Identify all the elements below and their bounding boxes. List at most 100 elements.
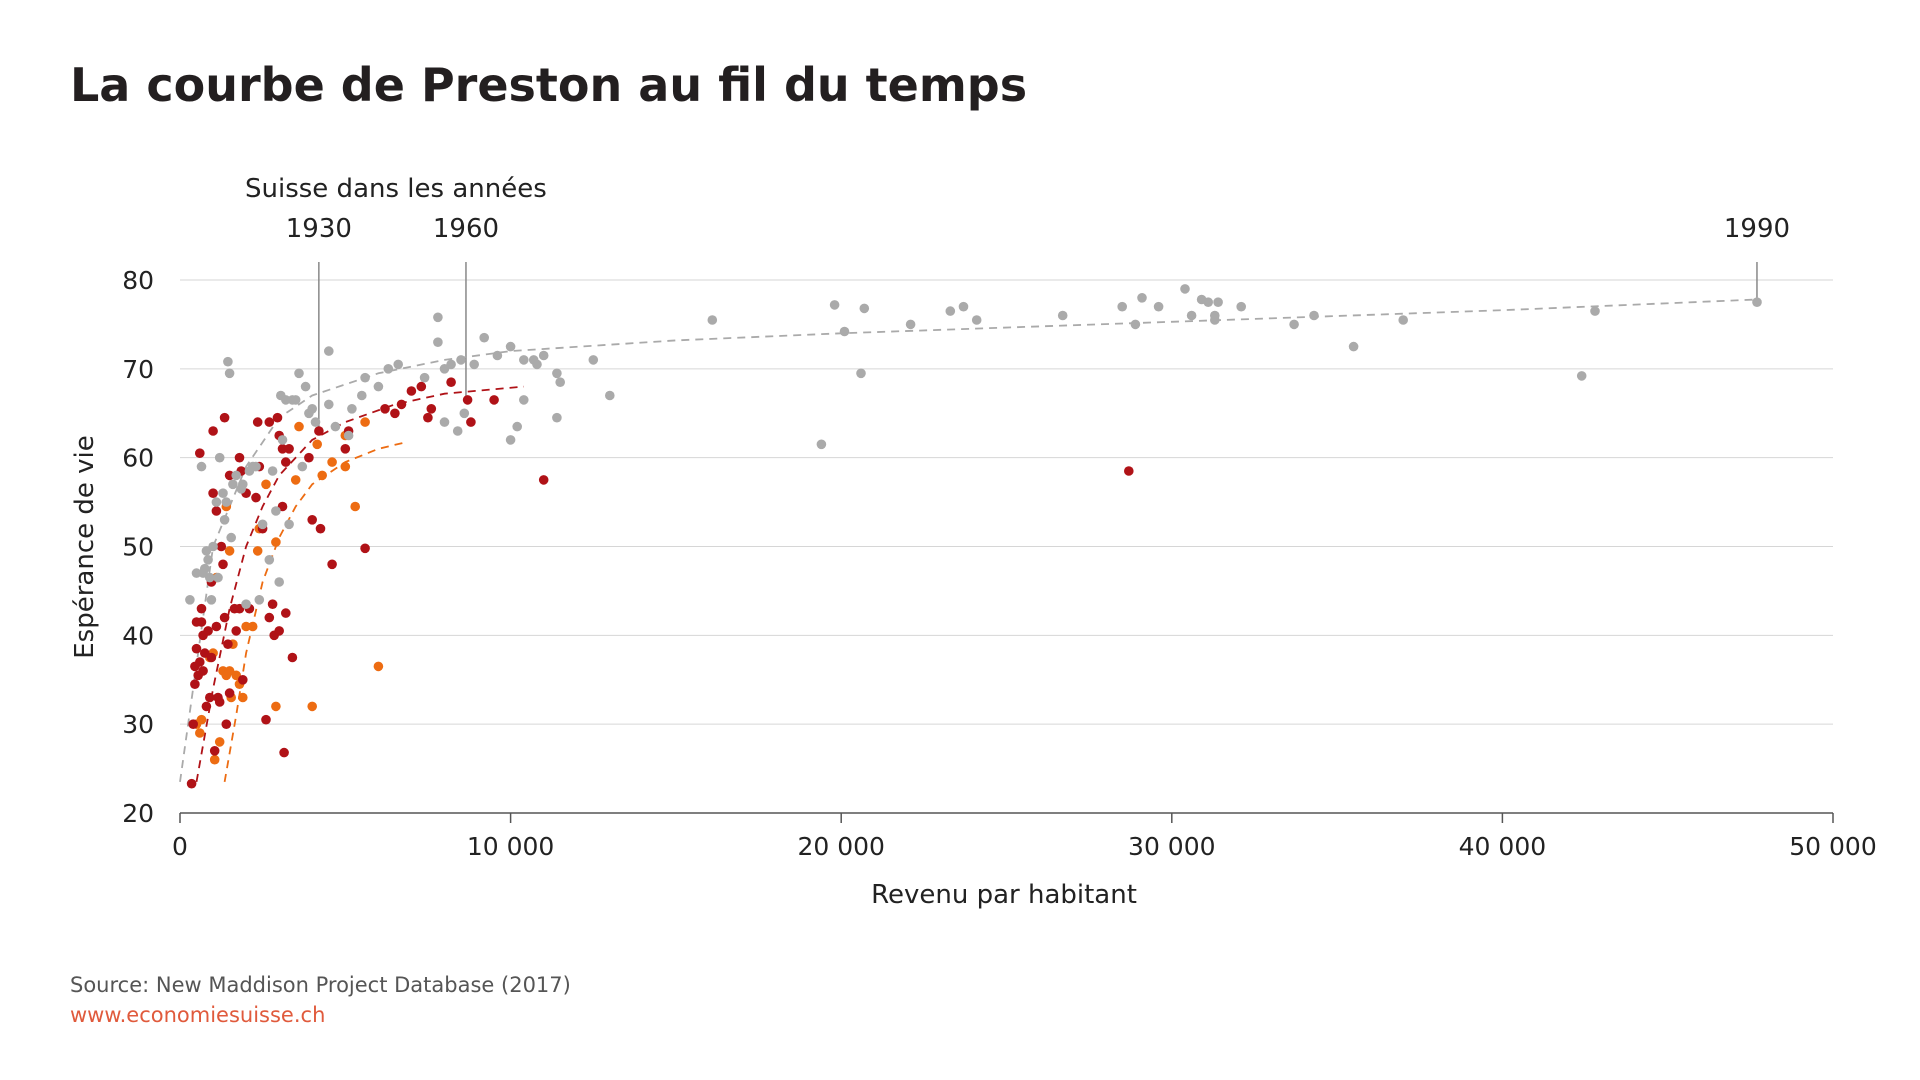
data-point (238, 675, 248, 685)
data-point (383, 364, 394, 374)
data-point (360, 417, 370, 427)
data-point (426, 404, 437, 414)
data-point (196, 461, 207, 472)
y-tick-label: 60 (122, 444, 154, 473)
data-point (211, 497, 222, 507)
data-point (373, 381, 384, 392)
data-point (1309, 310, 1319, 321)
data-point (588, 355, 599, 365)
data-point (267, 466, 278, 476)
data-point (218, 488, 228, 499)
data-point (203, 555, 213, 565)
website-link[interactable]: www.economiesuisse.ch (70, 1003, 326, 1027)
data-point (241, 621, 251, 632)
data-point (512, 421, 522, 432)
data-point (360, 543, 370, 554)
data-point (277, 444, 288, 454)
y-tick-label: 50 (122, 533, 154, 562)
data-point (1153, 301, 1164, 312)
data-point (1213, 297, 1223, 308)
data-point (216, 541, 227, 552)
data-point (224, 688, 235, 698)
data-point (252, 417, 263, 427)
data-point (538, 350, 549, 361)
data-point (1210, 315, 1220, 325)
data-point (380, 404, 390, 414)
data-point (315, 523, 326, 534)
data-point (396, 399, 407, 410)
data-point (294, 421, 304, 432)
data-point (439, 417, 450, 427)
data-point (350, 501, 361, 512)
data-point (307, 701, 318, 712)
data-point (1137, 293, 1147, 303)
data-point (213, 572, 223, 583)
data-point (261, 714, 271, 725)
data-point (211, 621, 222, 632)
annotations: 1930 1960 1990 (286, 214, 1790, 432)
data-point (274, 626, 285, 636)
data-point (327, 559, 337, 570)
data-point (252, 546, 263, 556)
data-point (300, 381, 311, 392)
annotation-label: 1930 (286, 214, 352, 244)
data-point (307, 515, 318, 525)
data-point (390, 408, 400, 419)
data-point (1590, 306, 1600, 316)
data-point (196, 714, 207, 725)
data-point (195, 448, 205, 459)
x-tick-label: 40 000 (1459, 832, 1546, 861)
y-axis-ticks: 20 30 40 50 60 70 80 (122, 266, 154, 828)
data-point (208, 488, 218, 499)
data-point (279, 747, 289, 758)
y-tick-label: 80 (122, 266, 154, 295)
data-point (945, 306, 956, 316)
data-point (191, 568, 202, 578)
data-point (310, 417, 321, 427)
data-point (433, 337, 443, 348)
data-point (1117, 301, 1127, 312)
data-point (1124, 466, 1134, 476)
data-point (198, 666, 208, 676)
data-point (267, 599, 278, 609)
data-point (419, 372, 430, 383)
data-point (195, 728, 205, 738)
data-point (290, 395, 301, 405)
data-point (257, 519, 268, 530)
data-point (505, 341, 516, 352)
data-point (190, 679, 200, 689)
data-point (185, 595, 195, 605)
data-point (188, 719, 198, 729)
annotation-header: Suisse dans les années (245, 174, 547, 204)
y-tick-label: 40 (122, 621, 154, 650)
data-point (208, 426, 218, 436)
data-point (234, 452, 245, 463)
data-point (238, 479, 248, 490)
data-point (829, 300, 840, 310)
data-point (373, 661, 384, 672)
data-point (958, 301, 969, 312)
data-point (219, 515, 230, 525)
data-point (304, 452, 314, 463)
data-point (281, 457, 291, 467)
data-point (905, 319, 916, 330)
data-point (816, 439, 827, 450)
data-point (264, 555, 275, 565)
data-point (201, 701, 212, 712)
data-point (205, 692, 215, 703)
data-point (209, 754, 220, 765)
data-point (489, 395, 499, 405)
data-point (264, 417, 275, 427)
data-point (446, 377, 456, 388)
data-point (1203, 297, 1213, 308)
data-point (423, 412, 433, 423)
data-point (221, 719, 232, 729)
data-point (416, 381, 427, 392)
data-point (1289, 319, 1299, 330)
data-point (552, 412, 562, 423)
data-point (343, 430, 354, 441)
data-point (277, 435, 288, 445)
data-point (221, 497, 232, 507)
data-point (312, 439, 323, 450)
